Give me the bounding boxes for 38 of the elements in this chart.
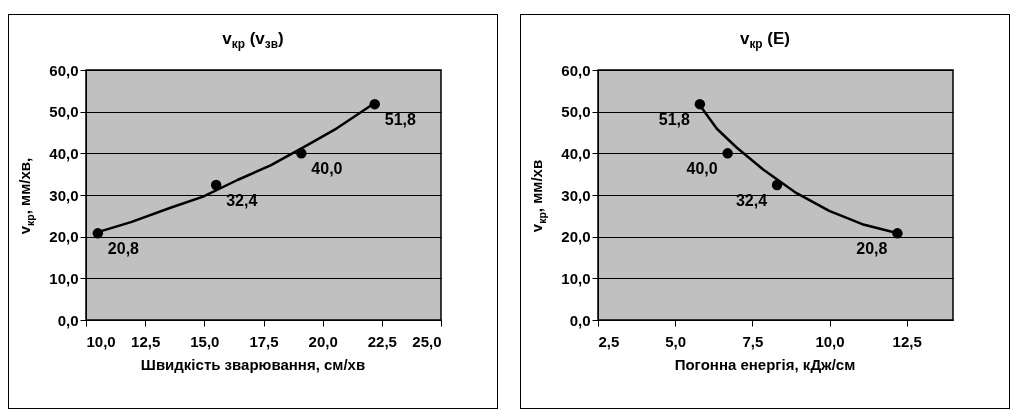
point bbox=[722, 148, 733, 159]
x-tick-label: 15,0 bbox=[190, 332, 220, 350]
x-tick-label: 10,0 bbox=[86, 332, 116, 350]
x-tick-label: 2,5 bbox=[598, 332, 620, 350]
x-axis-title: Погонна енергія, кДж/см bbox=[673, 356, 857, 373]
data-label: 51,8 bbox=[658, 111, 690, 129]
x-tick-label: 17,5 bbox=[249, 332, 279, 350]
data-label: 51,8 bbox=[384, 111, 416, 129]
x-tick-label: 20,0 bbox=[308, 332, 338, 350]
data-label: 20,8 bbox=[856, 240, 888, 258]
x-tick-label: 7,5 bbox=[742, 332, 764, 350]
y-tick-label: 60,0 bbox=[49, 61, 79, 79]
data-label: 20,8 bbox=[107, 240, 140, 258]
x-tick-label: 10,0 bbox=[815, 332, 845, 350]
chart-title: v$_{кр}$ (E) bbox=[738, 29, 792, 52]
y-tick-label: 10,0 bbox=[49, 269, 79, 287]
x-tick-label: 5,0 bbox=[665, 332, 687, 350]
x-tick-label: 22,5 bbox=[367, 332, 397, 350]
data-label: 40,0 bbox=[311, 160, 343, 178]
data-label: 40,0 bbox=[686, 160, 718, 178]
y-tick-label: 30,0 bbox=[561, 186, 591, 204]
y-tick-label: 50,0 bbox=[561, 103, 591, 121]
y-tick-label: 40,0 bbox=[49, 144, 79, 162]
y-tick-label: 60,0 bbox=[561, 61, 591, 79]
chart-title: v$_{кр}$ (v$_{зв}$) bbox=[221, 29, 285, 52]
x-axis-title: Швидкість зварювання, см/хв bbox=[139, 356, 367, 373]
y-tick-label: 20,0 bbox=[561, 228, 591, 246]
y-tick-label: 20,0 bbox=[49, 228, 79, 246]
x-tick-label: 12,5 bbox=[131, 332, 161, 350]
x-tick-label: 25,0 bbox=[412, 332, 442, 350]
point bbox=[694, 98, 706, 110]
y-tick-label: 0,0 bbox=[569, 311, 591, 329]
y-tick-label: 0,0 bbox=[57, 311, 79, 329]
y-tick-label: 40,0 bbox=[561, 144, 591, 162]
y-tick-label: 10,0 bbox=[561, 269, 591, 287]
y-tick-label: 50,0 bbox=[49, 103, 79, 121]
y-tick-label: 30,0 bbox=[49, 186, 79, 204]
x-tick-label: 12,5 bbox=[892, 332, 922, 350]
